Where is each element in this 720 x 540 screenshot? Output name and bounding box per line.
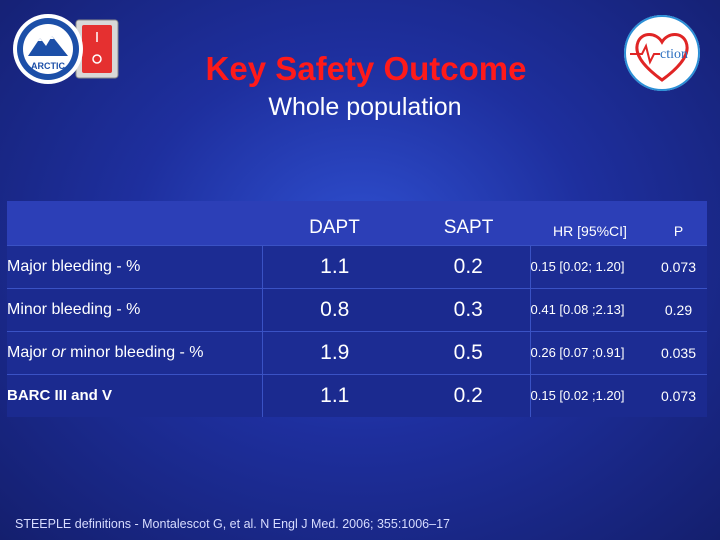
row-label: BARC III and V [7,374,262,417]
action-logo: ction [622,14,702,92]
slide-title: Key Safety Outcome [205,50,527,87]
dapt-value: 1.1 [261,245,407,288]
table-row: Major bleeding - % 1.1 0.2 0.15 [0.02; 1… [7,245,707,288]
footnote-citation: STEEPLE definitions - Montalescot G, et … [15,517,450,531]
safety-outcome-table: DAPT SAPT HR [95%CI] P Major bleeding - … [7,201,707,417]
header-hr: HR [95%CI] [553,222,627,239]
header-dapt: DAPT [309,216,360,238]
table-row: Major or minor bleeding - % 1.9 0.5 0.26… [7,331,707,374]
sapt-value: 0.2 [407,245,530,288]
p-value: 0.29 [650,288,707,331]
p-value: 0.073 [650,245,707,288]
hr-value: 0.41 [0.08 ;2.13] [529,288,650,331]
row-label: Minor bleeding - % [7,288,262,331]
dapt-value: 1.1 [261,374,407,417]
table-row: BARC III and V 1.1 0.2 0.15 [0.02 ;1.20]… [7,374,707,417]
p-value: 0.073 [650,374,707,417]
arctic-logo: ARCTIC [10,12,120,88]
header-p: P [673,222,684,239]
hr-value: 0.15 [0.02; 1.20] [529,245,650,288]
dapt-value: 0.8 [261,288,407,331]
svg-text:ARCTIC: ARCTIC [31,61,65,71]
hr-value: 0.26 [0.07 ;0.91] [529,331,650,374]
table-header-row: DAPT SAPT HR [95%CI] P [7,201,707,245]
row-label: Major or minor bleeding - % [7,331,262,374]
hr-value: 0.15 [0.02 ;1.20] [529,374,650,417]
header-sapt: SAPT [443,216,494,238]
sapt-value: 0.3 [407,288,530,331]
dapt-value: 1.9 [261,331,407,374]
svg-text:ction: ction [660,47,688,62]
row-label: Major bleeding - % [7,245,262,288]
sapt-value: 0.5 [407,331,530,374]
sapt-value: 0.2 [407,374,530,417]
header-label [7,201,262,245]
slide-subtitle: Whole population [268,93,462,121]
p-value: 0.035 [650,331,707,374]
table-row: Minor bleeding - % 0.8 0.3 0.41 [0.08 ;2… [7,288,707,331]
